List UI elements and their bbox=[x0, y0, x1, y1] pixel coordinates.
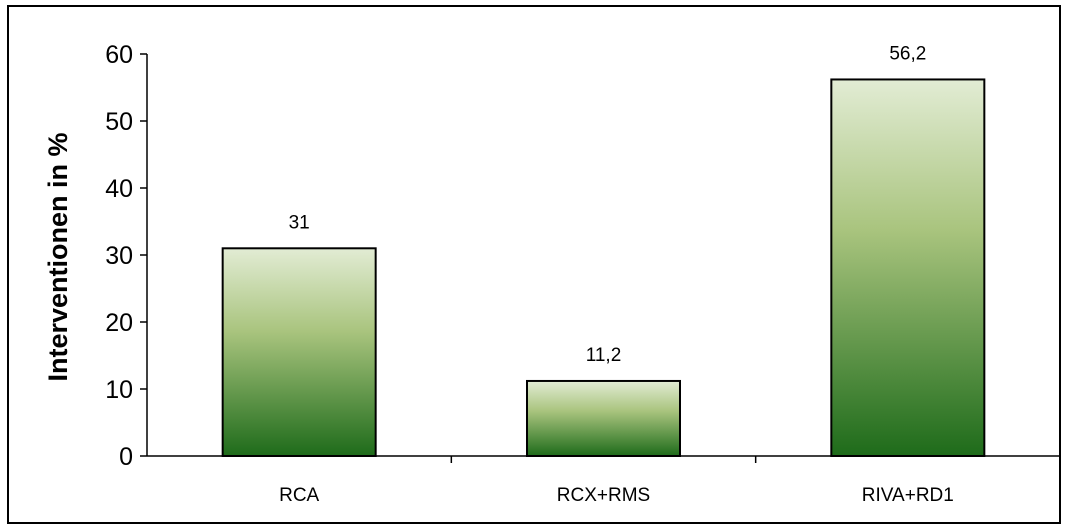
x-category-label: RCA bbox=[279, 485, 319, 506]
x-category-label: RIVA+RD1 bbox=[862, 485, 954, 506]
x-category-label: RCX+RMS bbox=[557, 485, 650, 506]
data-label: 31 bbox=[289, 212, 310, 233]
y-tick-label: 40 bbox=[105, 175, 133, 203]
data-label: 11,2 bbox=[586, 345, 622, 366]
y-axis-title: Interventionen in % bbox=[43, 132, 73, 381]
bars: 31 11,2 56,2 bbox=[221, 43, 986, 458]
y-tick-label: 10 bbox=[105, 376, 133, 404]
x-axis-labels: RCA RCX+RMS RIVA+RD1 bbox=[279, 485, 954, 506]
y-axis-ticks: 0 10 20 30 40 50 60 bbox=[105, 41, 147, 471]
y-tick-label: 0 bbox=[119, 443, 133, 471]
bar-rca bbox=[221, 247, 377, 457]
y-tick-label: 20 bbox=[105, 309, 133, 337]
bar-rcx-rms bbox=[526, 379, 681, 457]
bar-riva-rd1 bbox=[830, 78, 986, 458]
data-label: 56,2 bbox=[889, 43, 926, 64]
y-tick-label: 60 bbox=[105, 41, 133, 69]
y-tick-label: 50 bbox=[105, 108, 133, 136]
y-tick-label: 30 bbox=[105, 242, 133, 270]
